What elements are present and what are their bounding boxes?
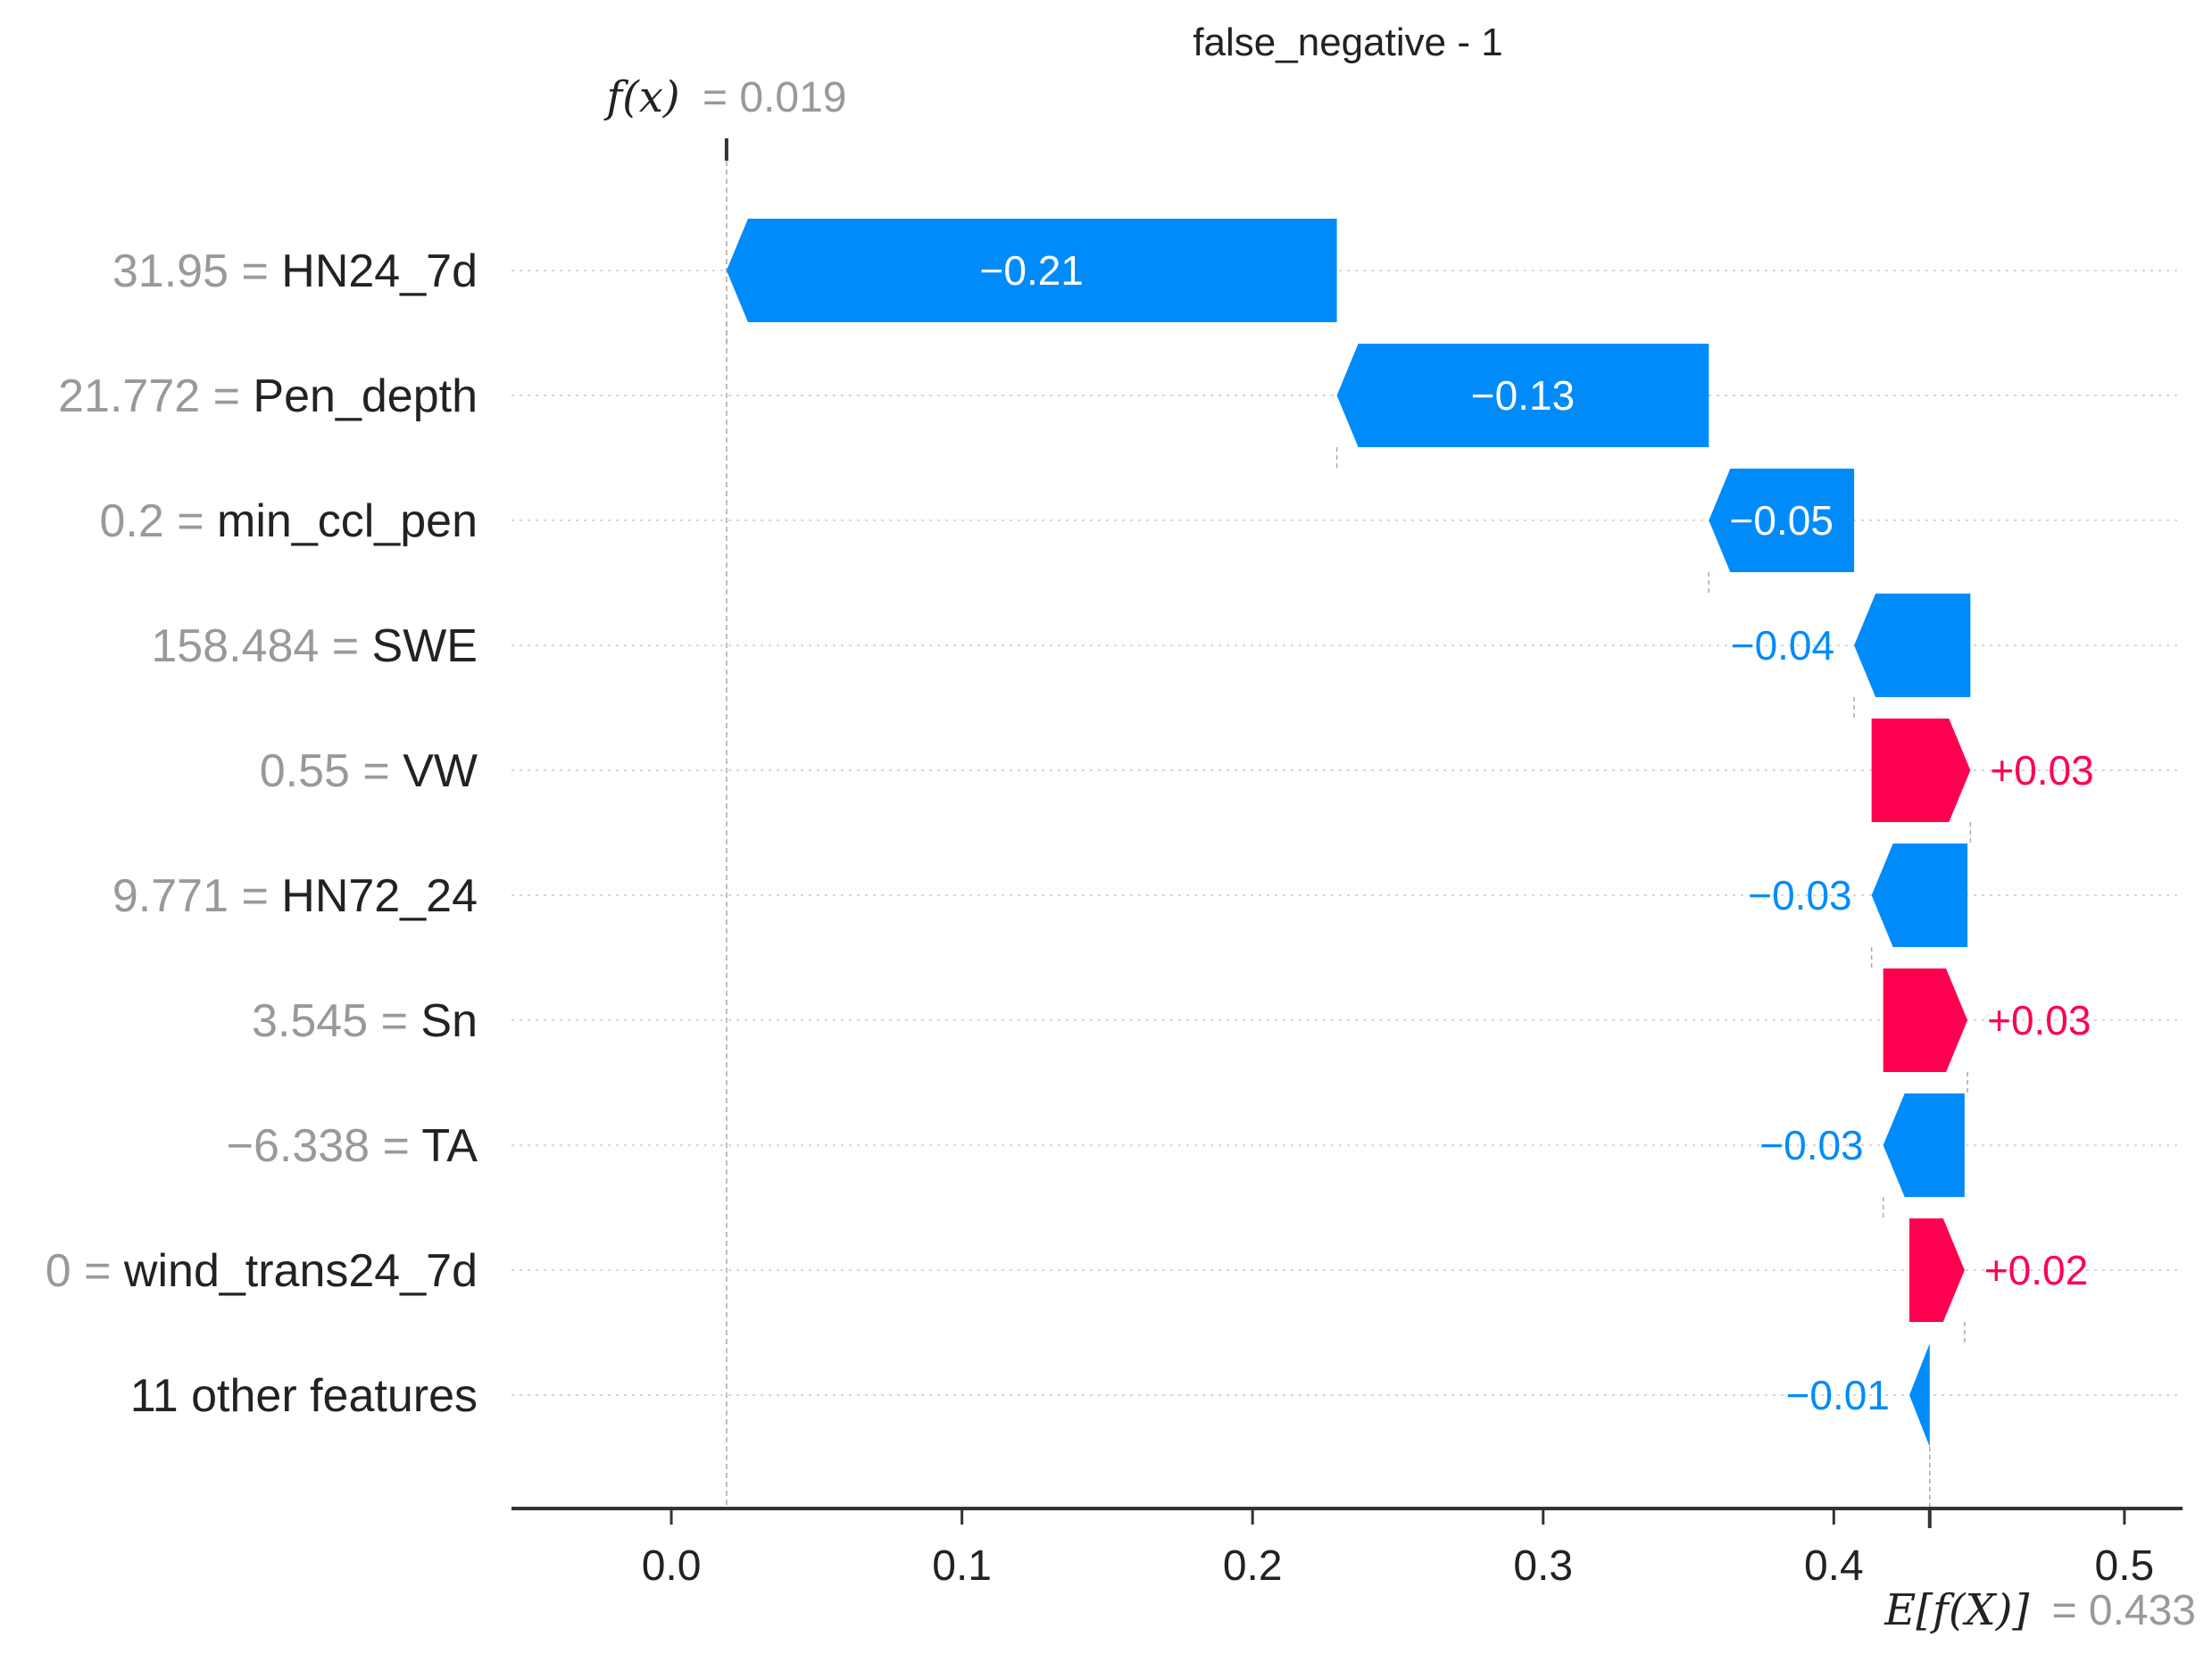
- feature-labels: −0.21 31.95 = HN24_7d −0.13 21.772 = Pen_de…: [46, 245, 2094, 1422]
- fx-symbol: f(x): [603, 72, 679, 122]
- x-tick-label: 0.5: [2095, 1542, 2155, 1590]
- feature-label: 0.55 = VW: [260, 745, 478, 797]
- bar-value-label: −0.04: [1731, 622, 1834, 669]
- waterfall-bar: [1871, 719, 1971, 822]
- waterfall-bar: [1908, 1218, 1965, 1322]
- bars: [726, 219, 1971, 1447]
- feature-label: 158.484 = SWE: [151, 620, 478, 672]
- x-tick-label: 0.3: [1513, 1542, 1573, 1590]
- waterfall-bar: [1709, 469, 1855, 572]
- expected-value: = 0.433: [2052, 1587, 2196, 1634]
- waterfall-bar: [1871, 844, 1968, 947]
- bar-value-label: −0.21: [980, 247, 1084, 294]
- feature-label: 9.771 = HN72_24: [112, 870, 478, 922]
- bar-value-label: −0.03: [1748, 872, 1851, 918]
- bar-value-label: −0.01: [1786, 1372, 1890, 1418]
- expected-symbol: E[f(X)]: [1884, 1585, 2029, 1635]
- bar-value-label: −0.03: [1759, 1122, 1863, 1168]
- feature-label: 11 other features: [130, 1370, 478, 1422]
- feature-label: 3.545 = Sn: [252, 995, 478, 1047]
- feature-label: 0.2 = min_ccl_pen: [99, 495, 478, 547]
- waterfall-bar: [726, 219, 1337, 322]
- expected-annotation: E[f(X)] = 0.433: [1884, 1585, 2196, 1635]
- x-axis: 0.0 0.1 0.2 0.3 0.4 0.5: [511, 1507, 2183, 1590]
- waterfall-bar: [1883, 1093, 1965, 1197]
- x-tick-label: 0.0: [642, 1542, 702, 1590]
- feature-label: 21.772 = Pen_depth: [58, 370, 478, 422]
- waterfall-bar: [1854, 594, 1971, 697]
- feature-label: −6.338 = TA: [227, 1120, 478, 1172]
- bar-value-label: −0.05: [1730, 497, 1834, 544]
- waterfall-bar: [1336, 344, 1709, 447]
- feature-label: 0 = wind_trans24_7d: [46, 1245, 478, 1297]
- chart-title: false_negative - 1: [1193, 21, 1502, 64]
- x-tick-label: 0.4: [1804, 1542, 1864, 1590]
- fx-value: = 0.019: [703, 74, 846, 121]
- waterfall-bar: [1883, 968, 1968, 1072]
- feature-label: 31.95 = HN24_7d: [112, 245, 478, 297]
- bar-value-label: −0.13: [1471, 372, 1575, 419]
- fx-annotation: f(x) = 0.019: [603, 72, 846, 122]
- bar-value-label: +0.03: [1987, 997, 2091, 1043]
- waterfall-bar: [1908, 1343, 1930, 1447]
- svg-text:E[f(X)] = 0.433: E[f(X)] = 0.433: [1884, 1585, 2196, 1635]
- reference-lines: [724, 138, 1972, 1509]
- bar-value-label: +0.03: [1990, 747, 2093, 794]
- x-tick-label: 0.1: [932, 1542, 992, 1590]
- bar-value-label: +0.02: [1984, 1247, 2088, 1293]
- svg-text:f(x) = 0.019: f(x) = 0.019: [603, 72, 846, 122]
- x-tick-label: 0.2: [1223, 1542, 1283, 1590]
